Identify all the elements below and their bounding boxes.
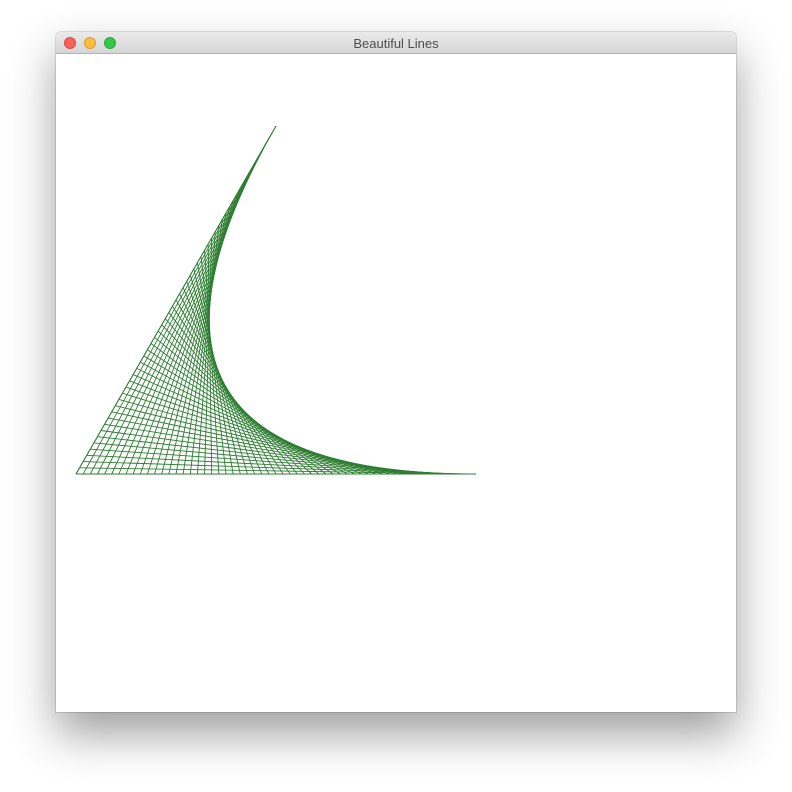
envelope-line xyxy=(93,442,441,475)
zoom-button[interactable] xyxy=(104,37,116,49)
app-window: Beautiful Lines xyxy=(56,32,736,712)
envelope-line xyxy=(79,467,469,475)
line-envelope-drawing xyxy=(75,125,476,475)
close-button[interactable] xyxy=(64,37,76,49)
envelope-line xyxy=(86,454,455,475)
title-bar[interactable]: Beautiful Lines xyxy=(56,32,736,54)
envelope-line xyxy=(164,318,298,475)
envelope-line xyxy=(83,461,462,475)
envelope-line xyxy=(154,336,320,475)
envelope-line xyxy=(161,324,305,475)
minimize-button[interactable] xyxy=(84,37,96,49)
envelope-line xyxy=(150,343,327,475)
envelope-line xyxy=(157,330,313,475)
drawing-canvas xyxy=(56,54,736,712)
envelope-edge xyxy=(75,125,277,475)
envelope-line xyxy=(147,349,334,475)
envelope-lines xyxy=(75,125,476,475)
envelope-line xyxy=(168,312,291,475)
envelope-line xyxy=(136,367,355,475)
envelope-line xyxy=(143,355,341,475)
envelope-line xyxy=(90,448,448,475)
window-title: Beautiful Lines xyxy=(353,36,439,51)
envelope-line xyxy=(97,436,434,475)
